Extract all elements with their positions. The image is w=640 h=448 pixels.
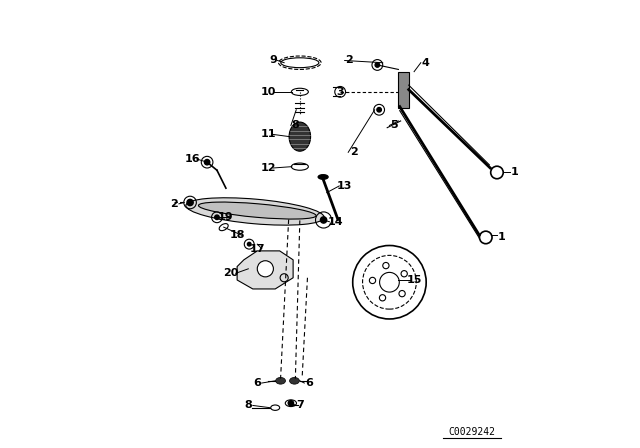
Circle shape bbox=[377, 108, 381, 112]
Text: 7: 7 bbox=[296, 401, 304, 410]
Ellipse shape bbox=[318, 175, 328, 179]
Text: 13: 13 bbox=[337, 181, 353, 191]
Text: 20: 20 bbox=[223, 268, 238, 278]
Text: 1: 1 bbox=[497, 233, 506, 242]
Text: 5: 5 bbox=[390, 121, 397, 130]
Ellipse shape bbox=[285, 400, 296, 407]
Ellipse shape bbox=[198, 202, 316, 219]
Circle shape bbox=[380, 272, 399, 292]
Text: 1: 1 bbox=[511, 168, 519, 177]
Circle shape bbox=[248, 242, 251, 246]
Ellipse shape bbox=[186, 198, 324, 225]
Circle shape bbox=[369, 277, 376, 284]
Text: 6: 6 bbox=[253, 378, 261, 388]
Text: 4: 4 bbox=[421, 58, 429, 68]
Polygon shape bbox=[398, 72, 409, 108]
Text: 2: 2 bbox=[349, 147, 358, 157]
Circle shape bbox=[187, 199, 193, 206]
Text: 14: 14 bbox=[328, 217, 344, 227]
Circle shape bbox=[204, 159, 210, 165]
Text: 8: 8 bbox=[244, 401, 252, 410]
Text: 2: 2 bbox=[345, 56, 353, 65]
Text: 3: 3 bbox=[337, 87, 344, 97]
Text: 2: 2 bbox=[170, 199, 179, 209]
Circle shape bbox=[401, 271, 407, 277]
Circle shape bbox=[321, 217, 327, 223]
Ellipse shape bbox=[271, 405, 280, 410]
Text: 18: 18 bbox=[229, 230, 245, 240]
Circle shape bbox=[375, 63, 380, 67]
Text: 9: 9 bbox=[269, 56, 277, 65]
Ellipse shape bbox=[289, 377, 300, 384]
Ellipse shape bbox=[219, 224, 228, 231]
Text: 19: 19 bbox=[218, 212, 234, 222]
Circle shape bbox=[288, 401, 294, 406]
Text: 11: 11 bbox=[260, 129, 276, 139]
Text: 10: 10 bbox=[260, 87, 276, 97]
Text: 15: 15 bbox=[406, 275, 422, 285]
Text: C0029242: C0029242 bbox=[449, 427, 496, 437]
Circle shape bbox=[380, 295, 386, 301]
Circle shape bbox=[353, 246, 426, 319]
Ellipse shape bbox=[291, 88, 308, 95]
Circle shape bbox=[215, 215, 220, 220]
Polygon shape bbox=[237, 251, 293, 289]
Ellipse shape bbox=[276, 377, 285, 384]
Text: 17: 17 bbox=[250, 244, 265, 254]
Text: 12: 12 bbox=[260, 163, 276, 173]
Text: 6: 6 bbox=[305, 378, 313, 388]
Ellipse shape bbox=[289, 122, 310, 151]
Circle shape bbox=[257, 261, 273, 277]
Ellipse shape bbox=[281, 58, 319, 68]
Circle shape bbox=[399, 290, 405, 297]
Text: 8: 8 bbox=[291, 121, 300, 130]
Ellipse shape bbox=[291, 163, 308, 170]
Circle shape bbox=[383, 263, 389, 269]
Text: 16: 16 bbox=[184, 154, 200, 164]
